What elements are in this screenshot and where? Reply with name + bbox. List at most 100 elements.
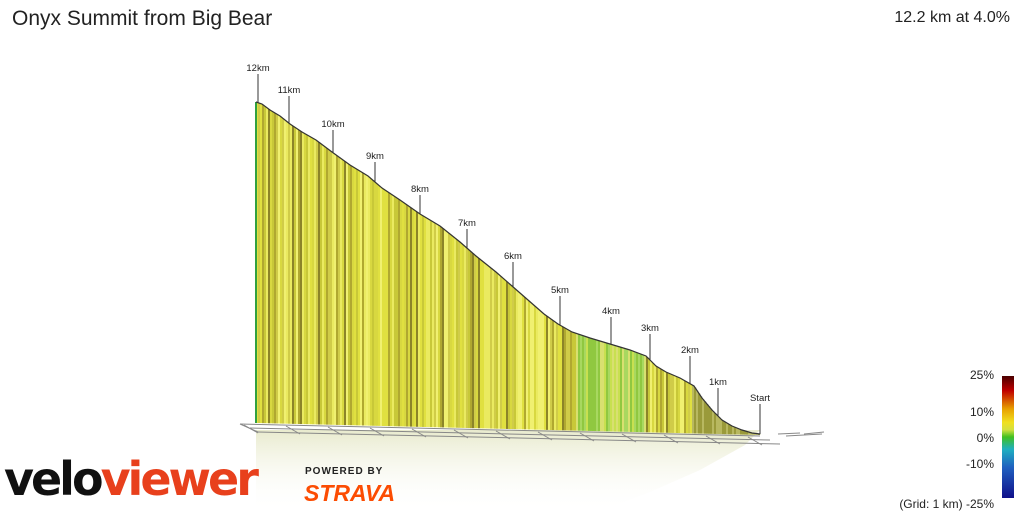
gradient-stripe: [580, 335, 583, 431]
gradient-stripe: [274, 113, 277, 424]
gradient-stripe: [462, 244, 465, 428]
gradient-stripe: [342, 159, 345, 426]
gradient-stripe: [602, 341, 605, 432]
gradient-stripe: [380, 187, 383, 426]
gradient-stripe: [680, 378, 683, 434]
gradient-stripe: [416, 211, 419, 427]
gradient-stripe: [410, 207, 413, 427]
gradient-stripe: [396, 198, 399, 427]
gradient-stripe: [672, 375, 675, 433]
gradient-stripe: [446, 231, 449, 428]
km-marker-label: 11km: [278, 85, 301, 96]
gradient-stripe: [612, 344, 615, 432]
gradient-stripe: [694, 387, 697, 434]
gradient-stripe: [678, 377, 681, 434]
gradient-stripe: [256, 102, 259, 423]
gradient-stripe: [598, 340, 601, 432]
gradient-stripe: [650, 361, 653, 433]
gradient-stripe: [372, 180, 375, 426]
gradient-stripe: [430, 220, 433, 428]
gradient-stripe: [750, 432, 753, 435]
gradient-stripe: [632, 351, 635, 432]
segment-title: Onyx Summit from Big Bear: [12, 7, 273, 30]
gradient-stripe: [742, 430, 745, 435]
grid-line: [579, 432, 595, 442]
gradient-stripe: [358, 170, 361, 426]
gradient-stripe: [638, 353, 641, 433]
gradient-stripe: [734, 427, 737, 435]
gradient-stripe: [432, 221, 435, 428]
gradient-stripe: [660, 369, 663, 433]
legend-label-10: 10%: [969, 405, 994, 419]
gradient-stripe: [716, 415, 719, 434]
gradient-stripe: [334, 154, 337, 425]
gradient-stripe: [420, 214, 423, 427]
gradient-stripe: [518, 292, 521, 430]
km-marker-label: 4km: [602, 306, 620, 317]
km-marker-label: 5km: [551, 285, 569, 296]
gradient-stripe: [288, 123, 291, 424]
gradient-stripe: [726, 423, 729, 435]
legend-label-minus10: -10%: [965, 457, 994, 471]
gradient-stripe: [408, 206, 411, 427]
gradient-stripe: [272, 111, 275, 424]
gradient-stripe: [692, 385, 695, 434]
gradient-stripe: [470, 251, 473, 429]
gradient-stripe: [348, 164, 351, 426]
gradient-stripe: [460, 242, 463, 428]
gradient-stripe: [576, 333, 579, 431]
grid-line: [239, 423, 761, 437]
gradient-stripe: [562, 326, 565, 431]
gradient-stripe: [642, 354, 645, 433]
gradient-stripe: [524, 297, 527, 430]
gradient-stripe: [468, 249, 471, 429]
powered-by-text: POWERED BY: [305, 466, 384, 477]
legend-label-0: 0%: [976, 431, 994, 445]
grid-line: [249, 427, 771, 441]
gradient-stripe: [506, 281, 509, 429]
gradient-stripe: [502, 278, 505, 429]
km-marker-label: 12km: [246, 63, 269, 74]
gradient-stripe: [296, 128, 299, 424]
gradient-stripe: [708, 406, 711, 434]
gradient-stripe: [298, 130, 301, 424]
gradient-stripe: [534, 306, 537, 430]
gradient-stripe: [374, 182, 377, 426]
gradient-stripe: [552, 320, 555, 431]
gradient-stripe: [326, 148, 329, 425]
gradient-stripe: [690, 384, 693, 434]
gradient-stripe: [738, 428, 741, 435]
gradient-stripe: [676, 376, 679, 433]
gradient-stripe: [634, 351, 637, 432]
gradient-stripe: [306, 134, 309, 425]
gradient-stripe: [682, 379, 685, 434]
gradient-stripe: [450, 234, 453, 428]
gradient-stripe: [652, 363, 655, 433]
gradient-stripe: [320, 143, 323, 425]
gradient-stripe: [292, 126, 295, 424]
gradient-stripe: [754, 433, 757, 435]
grid-line: [777, 432, 801, 435]
gradient-stripe: [578, 334, 581, 431]
gradient-stripe: [344, 161, 347, 426]
gradient-stripe: [286, 121, 289, 424]
gradient-stripe: [278, 115, 281, 424]
grid-line: [411, 428, 427, 438]
gradient-stripe: [402, 202, 405, 427]
gradient-stripe: [394, 196, 397, 427]
grid-line: [453, 429, 469, 439]
gradient-stripe: [332, 152, 335, 425]
gradient-stripe: [480, 260, 483, 429]
gradient-stripe: [542, 313, 545, 430]
gradient-stripe: [670, 374, 673, 433]
gradient-stripe: [674, 375, 677, 433]
gradient-stripe: [404, 203, 407, 427]
gradient-legend-bar: [1002, 376, 1014, 498]
gradient-stripe: [474, 255, 477, 429]
gradient-stripe: [364, 174, 367, 426]
gradient-stripe: [328, 149, 331, 425]
gradient-stripe: [600, 341, 603, 432]
gradient-stripe: [536, 307, 539, 430]
gradient-stripe: [730, 425, 733, 435]
gradient-stripe: [428, 219, 431, 428]
